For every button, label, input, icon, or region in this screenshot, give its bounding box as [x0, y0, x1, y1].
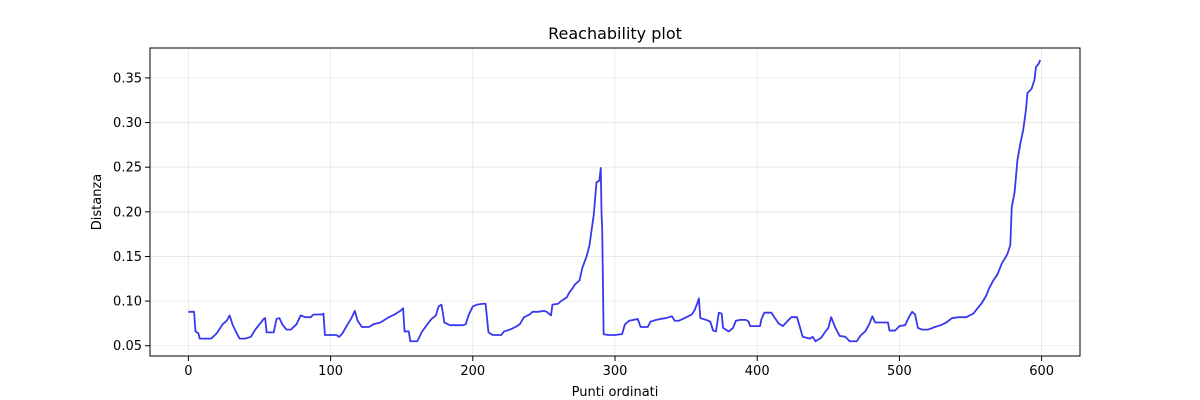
y-tick-label: 0.10 — [113, 295, 142, 310]
y-axis-label: Distanza — [90, 174, 105, 231]
grid-layer — [150, 48, 1080, 356]
x-tick-label: 200 — [460, 364, 485, 379]
reachability-line — [188, 59, 1042, 343]
y-tick-label: 0.15 — [113, 250, 142, 265]
x-tick-label: 600 — [1029, 364, 1054, 379]
y-tick-label: 0.25 — [113, 161, 142, 176]
tick-layer: 0 100 200 300 400 500 600 0.05 0.10 0.15 0.20 0.25 0… — [113, 71, 1054, 379]
chart-title: Reachability plot — [548, 24, 682, 43]
y-tick-label: 0.20 — [113, 205, 142, 220]
x-axis-label: Punti ordinati — [572, 385, 659, 400]
x-tick-label: 400 — [745, 364, 770, 379]
series-layer — [188, 59, 1042, 343]
y-tick-label: 0.35 — [113, 71, 142, 86]
x-tick-label: 300 — [603, 364, 628, 379]
y-tick-label: 0.05 — [113, 339, 142, 354]
y-tick-label: 0.30 — [113, 116, 142, 131]
x-tick-label: 100 — [318, 364, 343, 379]
x-tick-label: 500 — [887, 364, 912, 379]
x-tick-label: 0 — [184, 364, 192, 379]
